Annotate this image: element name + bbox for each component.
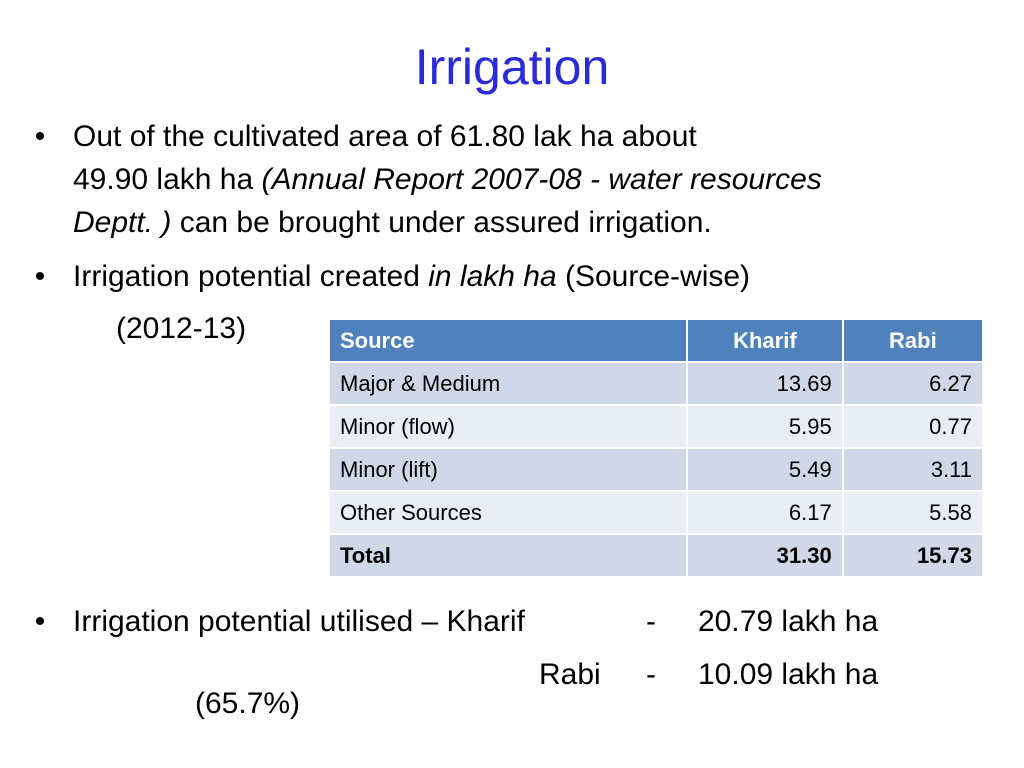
source-wise-table: Source Kharif Rabi Major & Medium 13.69 …: [328, 318, 985, 578]
cell-kharif: 13.69: [686, 361, 844, 406]
cell-source: Minor (flow): [328, 404, 688, 449]
cell-kharif: 31.30: [686, 533, 844, 578]
header-source: Source: [328, 318, 688, 363]
bullet3-dash-kharif: -: [646, 605, 656, 638]
bullet1-line3-plain: can be brought under assured irrigation.: [171, 206, 712, 239]
utilisation-percent: (65.7%): [195, 687, 301, 720]
bullet-dot-icon: •: [34, 605, 46, 638]
bullet-potential-utilised: • Irrigation potential utilised – Kharif…: [30, 600, 1010, 730]
table-row: Major & Medium 13.69 6.27: [328, 361, 985, 406]
header-rabi: Rabi: [841, 318, 985, 363]
bullet1-line2-italic: (Annual Report 2007-08 - water resources: [261, 163, 822, 196]
bullet3-text: Irrigation potential utilised – Kharif: [73, 605, 525, 638]
table-row: Other Sources 6.17 5.58: [328, 490, 985, 535]
bullet2-year: (2012-13): [116, 312, 247, 345]
cell-rabi: 5.58: [841, 490, 985, 535]
bullet-dot-icon: •: [34, 120, 46, 153]
bullet1-line2: 49.90 lakh ha (Annual Report 2007-08 - w…: [73, 158, 822, 201]
header-kharif: Kharif: [686, 318, 844, 363]
table-total-row: Total 31.30 15.73: [328, 533, 985, 578]
rabi-utilised-value: 10.09 lakh ha: [698, 658, 879, 691]
bullet-dot-icon: •: [34, 260, 46, 293]
cell-source: Minor (lift): [328, 447, 688, 492]
cell-kharif: 5.95: [686, 404, 844, 449]
cell-source: Major & Medium: [328, 361, 688, 406]
cell-source: Other Sources: [328, 490, 688, 535]
bullet1-line3: Deptt. ) can be brought under assured ir…: [73, 201, 712, 244]
cell-kharif: 6.17: [686, 490, 844, 535]
cell-rabi: 3.11: [841, 447, 985, 492]
slide-title: Irrigation: [414, 39, 610, 95]
bullet3-dash-rabi: -: [646, 658, 656, 691]
bullet1-line1: Out of the cultivated area of 61.80 lak …: [73, 120, 697, 153]
bullet2-text-italic: in lakh ha: [428, 260, 557, 293]
cell-rabi: 6.27: [841, 361, 985, 406]
table-row: Minor (flow) 5.95 0.77: [328, 404, 985, 449]
bullet-cultivated-area: • Out of the cultivated area of 61.80 la…: [30, 115, 1010, 245]
cell-rabi: 0.77: [841, 404, 985, 449]
bullet2-text-before: Irrigation potential created: [73, 260, 429, 293]
bullet1-line3-italic: Deptt. ): [73, 206, 172, 239]
bullet1-line2-plain: 49.90 lakh ha: [73, 163, 262, 196]
table-header-row: Source Kharif Rabi: [328, 318, 985, 363]
cell-rabi: 15.73: [841, 533, 985, 578]
cell-source: Total: [328, 533, 688, 578]
bullet2-line: Irrigation potential created in lakh ha …: [73, 255, 750, 298]
bullet2-text-after: (Source-wise): [556, 260, 751, 293]
bullet-potential-created: • Irrigation potential created in lakh h…: [30, 255, 1010, 345]
kharif-utilised-value: 20.79 lakh ha: [698, 605, 879, 638]
table-row: Minor (lift) 5.49 3.11: [328, 447, 985, 492]
cell-kharif: 5.49: [686, 447, 844, 492]
rabi-label: Rabi: [539, 658, 601, 691]
